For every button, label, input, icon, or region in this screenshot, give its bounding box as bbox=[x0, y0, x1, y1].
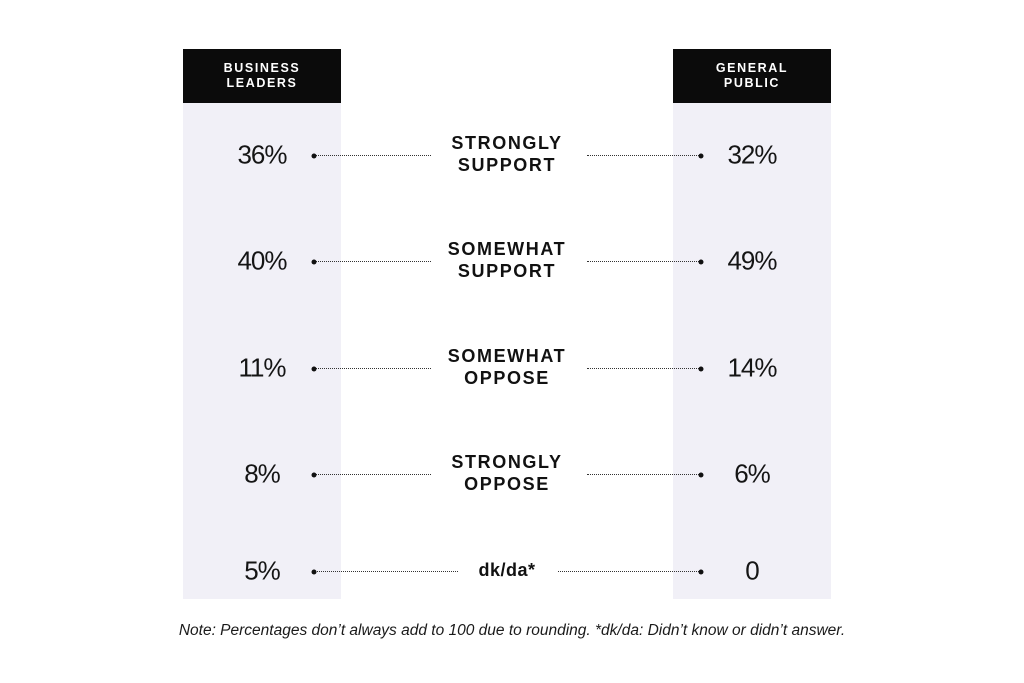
business-leaders-value: 36% bbox=[237, 139, 287, 170]
category-label: dk/da* bbox=[478, 560, 536, 580]
connector-line-left bbox=[314, 368, 431, 369]
business-leaders-value: 5% bbox=[244, 555, 281, 586]
business-leaders-value: 8% bbox=[244, 458, 281, 489]
general-public-value: 0 bbox=[745, 555, 759, 586]
general-public-value: 49% bbox=[727, 245, 777, 276]
connector-dot-left bbox=[311, 153, 317, 159]
connector-dot-right bbox=[698, 366, 704, 372]
connector-line-left bbox=[314, 571, 458, 572]
connector-dot-right bbox=[698, 472, 704, 478]
connector-line-left bbox=[314, 474, 431, 475]
connector-line-right bbox=[558, 571, 701, 572]
business-leaders-value: 40% bbox=[237, 245, 287, 276]
connector-dot-right bbox=[698, 153, 704, 159]
connector-dot-left bbox=[311, 366, 317, 372]
connector-line-right bbox=[587, 155, 701, 156]
connector-dot-left bbox=[311, 472, 317, 478]
general-public-value: 6% bbox=[734, 458, 771, 489]
connector-dot-left bbox=[311, 569, 317, 575]
general-public-column bbox=[673, 103, 831, 599]
connector-line-left bbox=[314, 261, 431, 262]
category-label: STRONGLY OPPOSE bbox=[451, 452, 563, 494]
category-label: STRONGLY SUPPORT bbox=[451, 133, 563, 175]
category-label: SOMEWHAT SUPPORT bbox=[447, 239, 567, 281]
general-public-header: GENERAL PUBLIC bbox=[673, 49, 831, 103]
connector-dot-right bbox=[698, 259, 704, 265]
business-leaders-column bbox=[183, 103, 341, 599]
business-leaders-value: 11% bbox=[238, 352, 286, 383]
connector-line-left bbox=[314, 155, 431, 156]
general-public-value: 14% bbox=[727, 352, 777, 383]
category-label: SOMEWHAT OPPOSE bbox=[447, 346, 567, 388]
connector-line-right bbox=[587, 261, 701, 262]
connector-dot-right bbox=[698, 569, 704, 575]
connector-dot-left bbox=[311, 259, 317, 265]
footnote: Note: Percentages don’t always add to 10… bbox=[178, 622, 846, 639]
connector-line-right bbox=[587, 474, 701, 475]
business-leaders-header: BUSINESS LEADERS bbox=[183, 49, 341, 103]
general-public-value: 32% bbox=[727, 139, 777, 170]
connector-line-right bbox=[587, 368, 701, 369]
